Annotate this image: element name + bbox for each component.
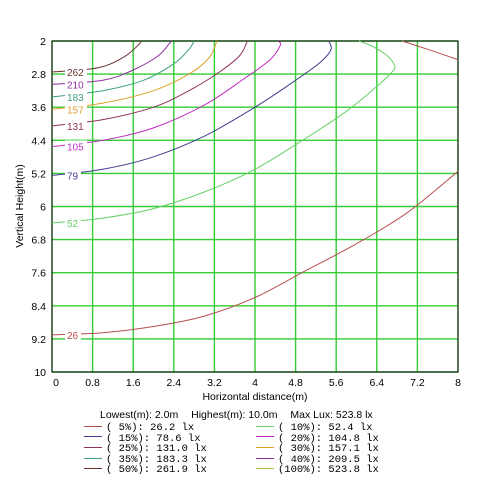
- legend-label: ( 25%): 131.0 lx: [106, 443, 207, 456]
- legend-label: ( 40%): 209.5 lx: [278, 453, 379, 466]
- y-tick-label: 8.4: [31, 301, 46, 313]
- legend-label: ( 15%): 78.6 lx: [106, 432, 201, 445]
- x-tick-label: 8: [455, 377, 461, 389]
- curve-label-background: [65, 78, 87, 90]
- legend-item: ( 30%): 157.1 lx: [256, 443, 379, 456]
- highest-height: Highest(m): 10.0m: [191, 409, 278, 421]
- isolux-curve: [51, 40, 218, 110]
- isolux-curve: [51, 40, 195, 98]
- legend-label: (100%): 523.8 lx: [278, 464, 379, 477]
- legend-item: ( 35%): 183.3 lx: [84, 454, 207, 465]
- y-tick-label: 3.6: [31, 102, 46, 114]
- curve-label: 79: [67, 171, 79, 182]
- legend-swatch: [84, 425, 102, 427]
- curve-label: 131: [67, 122, 84, 133]
- legend-swatch: [84, 457, 102, 459]
- curve-label: 210: [67, 80, 84, 91]
- curve-label: 157: [67, 105, 84, 116]
- y-axis-title: Vertical Height(m): [14, 164, 26, 247]
- summary-line: Lowest(m): 2.0m Highest(m): 10.0m Max Lu…: [100, 409, 383, 421]
- curve-label: 183: [67, 93, 84, 104]
- legend-label: ( 30%): 157.1 lx: [278, 443, 379, 456]
- curve-label-background: [65, 119, 87, 131]
- curve-label: 52: [67, 219, 79, 230]
- legend-swatch: [256, 468, 274, 470]
- legend-label: ( 20%): 104.8 lx: [278, 432, 379, 445]
- x-tick-label: 6.4: [369, 377, 384, 389]
- lowest-height: Lowest(m): 2.0m: [100, 409, 179, 421]
- legend-item: (100%): 523.8 lx: [256, 464, 379, 477]
- y-tick-label: 10: [34, 367, 46, 379]
- y-tick-label: 2: [40, 36, 46, 48]
- isolux-curve: [51, 40, 248, 127]
- curve-label-background: [65, 140, 87, 152]
- isolux-curve: [51, 170, 459, 336]
- curve-label-background: [65, 103, 87, 115]
- boundary-curve: [402, 40, 459, 61]
- x-tick-label: 4.8: [288, 377, 303, 389]
- curve-label-background: [65, 217, 81, 229]
- x-tick-label: 4: [252, 377, 258, 389]
- legend-swatch: [256, 457, 274, 459]
- isolux-curve: [51, 40, 172, 85]
- curve-label-background: [65, 90, 87, 102]
- curve-label: 26: [67, 331, 79, 342]
- y-tick-labels: 2 2.8 3.6 4.4 5.2 6 6.8 7.6 8.4 9.2 10: [31, 36, 46, 379]
- legend-item: ( 20%): 104.8 lx: [256, 433, 379, 444]
- x-tick-label: 7.2: [410, 377, 425, 389]
- legend-label: ( 5%): 26.2 lx: [106, 422, 195, 434]
- curve-label-background: [65, 66, 87, 78]
- x-tick-label: 2.4: [166, 377, 181, 389]
- y-tick-label: 2.8: [31, 69, 46, 81]
- legend-label: ( 10%): 52.4 lx: [278, 422, 373, 434]
- legend-item: ( 10%): 52.4 lx: [256, 422, 373, 434]
- y-tick-label: 7.6: [31, 268, 46, 280]
- y-tick-label: 4.4: [31, 135, 46, 147]
- x-axis-title: Horizontal distance(m): [202, 391, 307, 403]
- legend-swatch: [84, 446, 102, 448]
- legend-swatch: [84, 468, 102, 470]
- curve-label: 105: [67, 143, 84, 154]
- legend-label: ( 50%): 261.9 lx: [106, 464, 207, 477]
- legend-item: ( 50%): 261.9 lx: [84, 464, 207, 477]
- curve-label: 262: [67, 68, 84, 79]
- y-tick-label: 5.2: [31, 168, 46, 180]
- legend-item: ( 40%): 209.5 lx: [256, 454, 379, 465]
- isolux-curves: [51, 40, 459, 336]
- legend-swatch: [256, 436, 274, 438]
- legend-item: ( 25%): 131.0 lx: [84, 443, 207, 456]
- y-tick-label: 6: [40, 202, 46, 214]
- x-tick-label: 1.6: [126, 377, 141, 389]
- legend-swatch: [84, 436, 102, 438]
- y-tick-label: 9.2: [31, 334, 46, 346]
- x-tick-label: 0: [53, 377, 59, 389]
- x-tick-label: 5.6: [329, 377, 344, 389]
- curve-label-background: [65, 328, 81, 340]
- y-tick-label: 6.8: [31, 235, 46, 247]
- x-tick-label: 3.2: [207, 377, 222, 389]
- isolux-curve: [51, 40, 332, 176]
- legend-swatch: [256, 446, 274, 448]
- plot-frame: [51, 40, 459, 373]
- legend-item: ( 15%): 78.6 lx: [84, 433, 201, 444]
- isolux-curve: [51, 40, 396, 224]
- legend-label: ( 35%): 183.3 lx: [106, 453, 207, 466]
- isolux-curve: [51, 40, 282, 147]
- max-lux: Max Lux: 523.8 lx: [290, 409, 373, 421]
- x-tick-label: 0.8: [85, 377, 100, 389]
- curve-label-background: [65, 169, 81, 181]
- legend-item: ( 5%): 26.2 lx: [84, 422, 195, 434]
- x-tick-labels: 0 0.8 1.6 2.4 3.2 4 4.8 5.6 6.4 7.2 8: [53, 377, 461, 389]
- legend-swatch: [256, 425, 274, 427]
